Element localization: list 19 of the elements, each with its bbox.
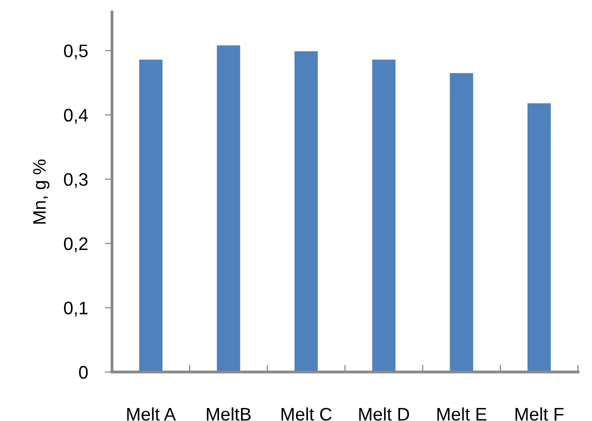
x-tick-label: Melt C [282,407,332,421]
x-tick-label: Melt D [359,407,410,421]
x-tick-label: MeltB [206,407,251,421]
x-tick-label: Melt F [516,407,564,421]
bar [139,60,162,372]
y-tick-label: 0,4 [64,108,88,124]
bar [216,45,240,372]
y-tick-label: 0,3 [64,173,88,188]
y-tick-label: 0,5 [64,44,88,60]
y-tick-label: 0 [79,366,88,379]
bar [528,103,551,372]
bar [372,60,396,372]
x-tick-label: Melt E [437,407,486,421]
bar [450,73,474,372]
y-tick-label: 0,1 [64,302,88,317]
bar [294,51,318,372]
x-tick-label: Melt A [127,407,176,421]
y-tick-label: 0,2 [64,237,88,252]
y-axis-title: Mn, g % [33,160,50,224]
